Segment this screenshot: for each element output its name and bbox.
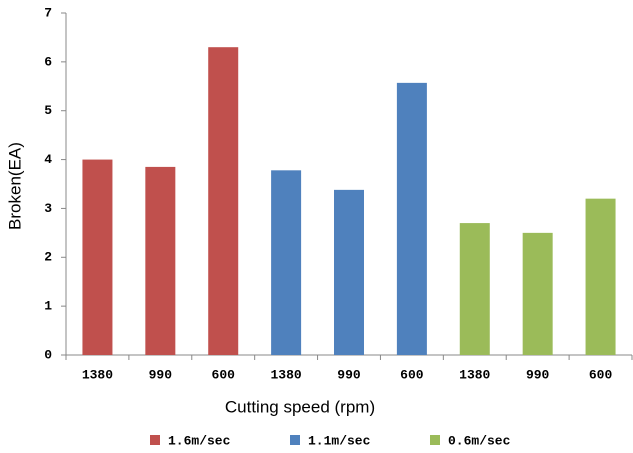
y-tick-label: 3 xyxy=(44,201,52,216)
y-tick-label: 4 xyxy=(44,152,52,167)
x-tick-label: 1380 xyxy=(271,367,302,382)
bar xyxy=(334,189,364,355)
legend-label: 1.1m/sec xyxy=(308,433,371,448)
x-tick-label: 600 xyxy=(212,367,236,382)
bar xyxy=(145,166,176,355)
y-tick-label: 1 xyxy=(44,299,52,314)
x-tick-label: 1380 xyxy=(459,367,490,382)
bar xyxy=(82,159,113,355)
x-axis-label: Cutting speed (rpm) xyxy=(225,397,375,416)
bar xyxy=(522,232,553,355)
bar xyxy=(208,47,239,355)
x-tick-label: 600 xyxy=(400,367,424,382)
x-tick-label: 990 xyxy=(337,367,361,382)
x-tick-label: 1380 xyxy=(82,367,113,382)
x-tick-label: 990 xyxy=(526,367,550,382)
legend-swatch xyxy=(430,435,440,445)
y-tick-label: 7 xyxy=(44,5,52,20)
y-axis-label: Broken(EA) xyxy=(5,142,24,230)
legend-swatch xyxy=(290,435,300,445)
y-tick-label: 6 xyxy=(44,54,52,69)
x-tick-label: 600 xyxy=(589,367,613,382)
x-tick-label: 990 xyxy=(149,367,173,382)
bar xyxy=(585,198,616,355)
bar xyxy=(396,82,427,355)
y-tick-label: 2 xyxy=(44,250,52,265)
legend-label: 1.6m/sec xyxy=(168,433,231,448)
bar xyxy=(459,223,490,355)
y-tick-label: 5 xyxy=(44,103,52,118)
bar xyxy=(271,170,302,355)
legend-swatch xyxy=(150,435,160,445)
legend-label: 0.6m/sec xyxy=(448,433,511,448)
y-tick-label: 0 xyxy=(44,347,52,362)
